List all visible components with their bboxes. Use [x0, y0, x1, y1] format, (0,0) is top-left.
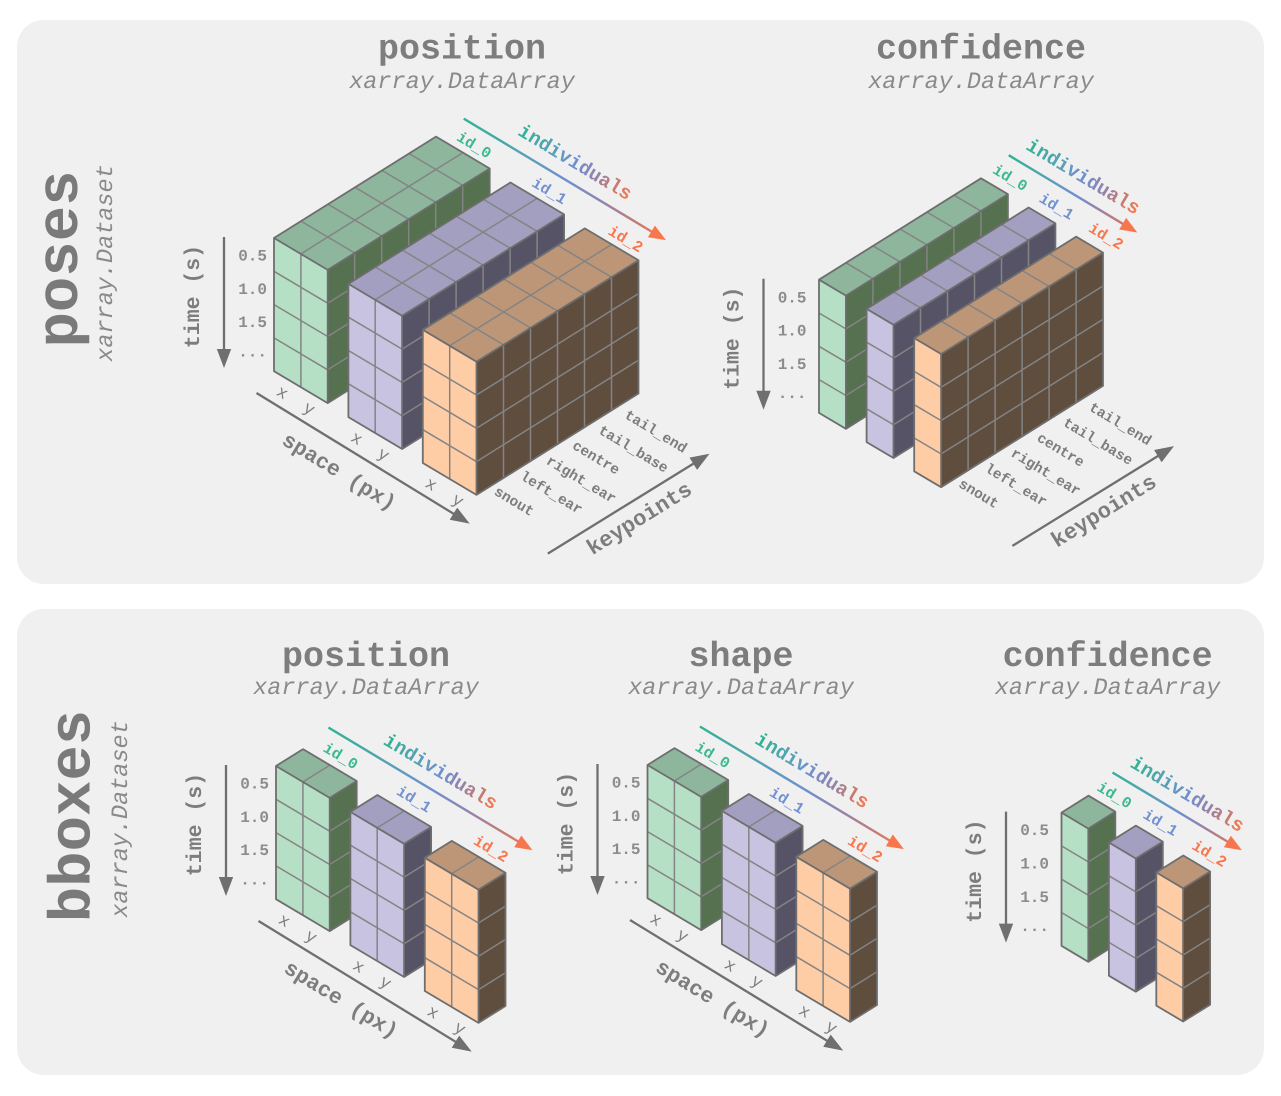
svg-text:1.5: 1.5: [1020, 889, 1049, 907]
svg-text:0.5: 0.5: [238, 248, 267, 266]
svg-text:0.5: 0.5: [778, 289, 807, 307]
svg-text:time (s): time (s): [184, 773, 208, 876]
svg-text:xarray.DataArray: xarray.DataArray: [627, 675, 855, 702]
svg-text:confidence: confidence: [876, 30, 1086, 70]
svg-text:time (s): time (s): [182, 245, 206, 348]
svg-text:confidence: confidence: [1003, 637, 1213, 677]
svg-text:1.5: 1.5: [240, 842, 269, 860]
svg-text:1.5: 1.5: [612, 841, 641, 859]
svg-text:1.0: 1.0: [238, 281, 267, 299]
svg-text:0.5: 0.5: [240, 776, 269, 794]
svg-text:poses: poses: [28, 170, 95, 347]
svg-text:...: ...: [1020, 918, 1049, 936]
svg-text:bboxes: bboxes: [41, 710, 108, 922]
svg-text:xarray.Dataset: xarray.Dataset: [108, 720, 135, 918]
svg-text:xarray.DataArray: xarray.DataArray: [252, 675, 480, 702]
svg-text:...: ...: [778, 385, 807, 403]
svg-text:position: position: [378, 30, 546, 70]
svg-text:time (s): time (s): [722, 287, 746, 390]
svg-text:xarray.DataArray: xarray.DataArray: [867, 69, 1095, 96]
svg-text:time (s): time (s): [964, 819, 988, 922]
svg-text:0.5: 0.5: [1020, 822, 1049, 840]
svg-text:xarray.DataArray: xarray.DataArray: [994, 675, 1222, 702]
svg-text:1.5: 1.5: [238, 314, 267, 332]
svg-text:1.0: 1.0: [1020, 856, 1049, 874]
svg-text:position: position: [282, 637, 450, 677]
svg-text:...: ...: [612, 871, 641, 889]
svg-text:shape: shape: [688, 637, 793, 677]
svg-text:1.0: 1.0: [778, 323, 807, 341]
svg-text:xarray.Dataset: xarray.Dataset: [93, 164, 120, 362]
svg-text:time (s): time (s): [556, 772, 580, 875]
svg-text:1.5: 1.5: [778, 356, 807, 374]
svg-text:...: ...: [238, 344, 267, 362]
svg-text:0.5: 0.5: [612, 775, 641, 793]
svg-text:...: ...: [240, 872, 269, 890]
svg-text:1.0: 1.0: [240, 809, 269, 827]
svg-text:1.0: 1.0: [612, 808, 641, 826]
svg-text:xarray.DataArray: xarray.DataArray: [348, 69, 576, 96]
